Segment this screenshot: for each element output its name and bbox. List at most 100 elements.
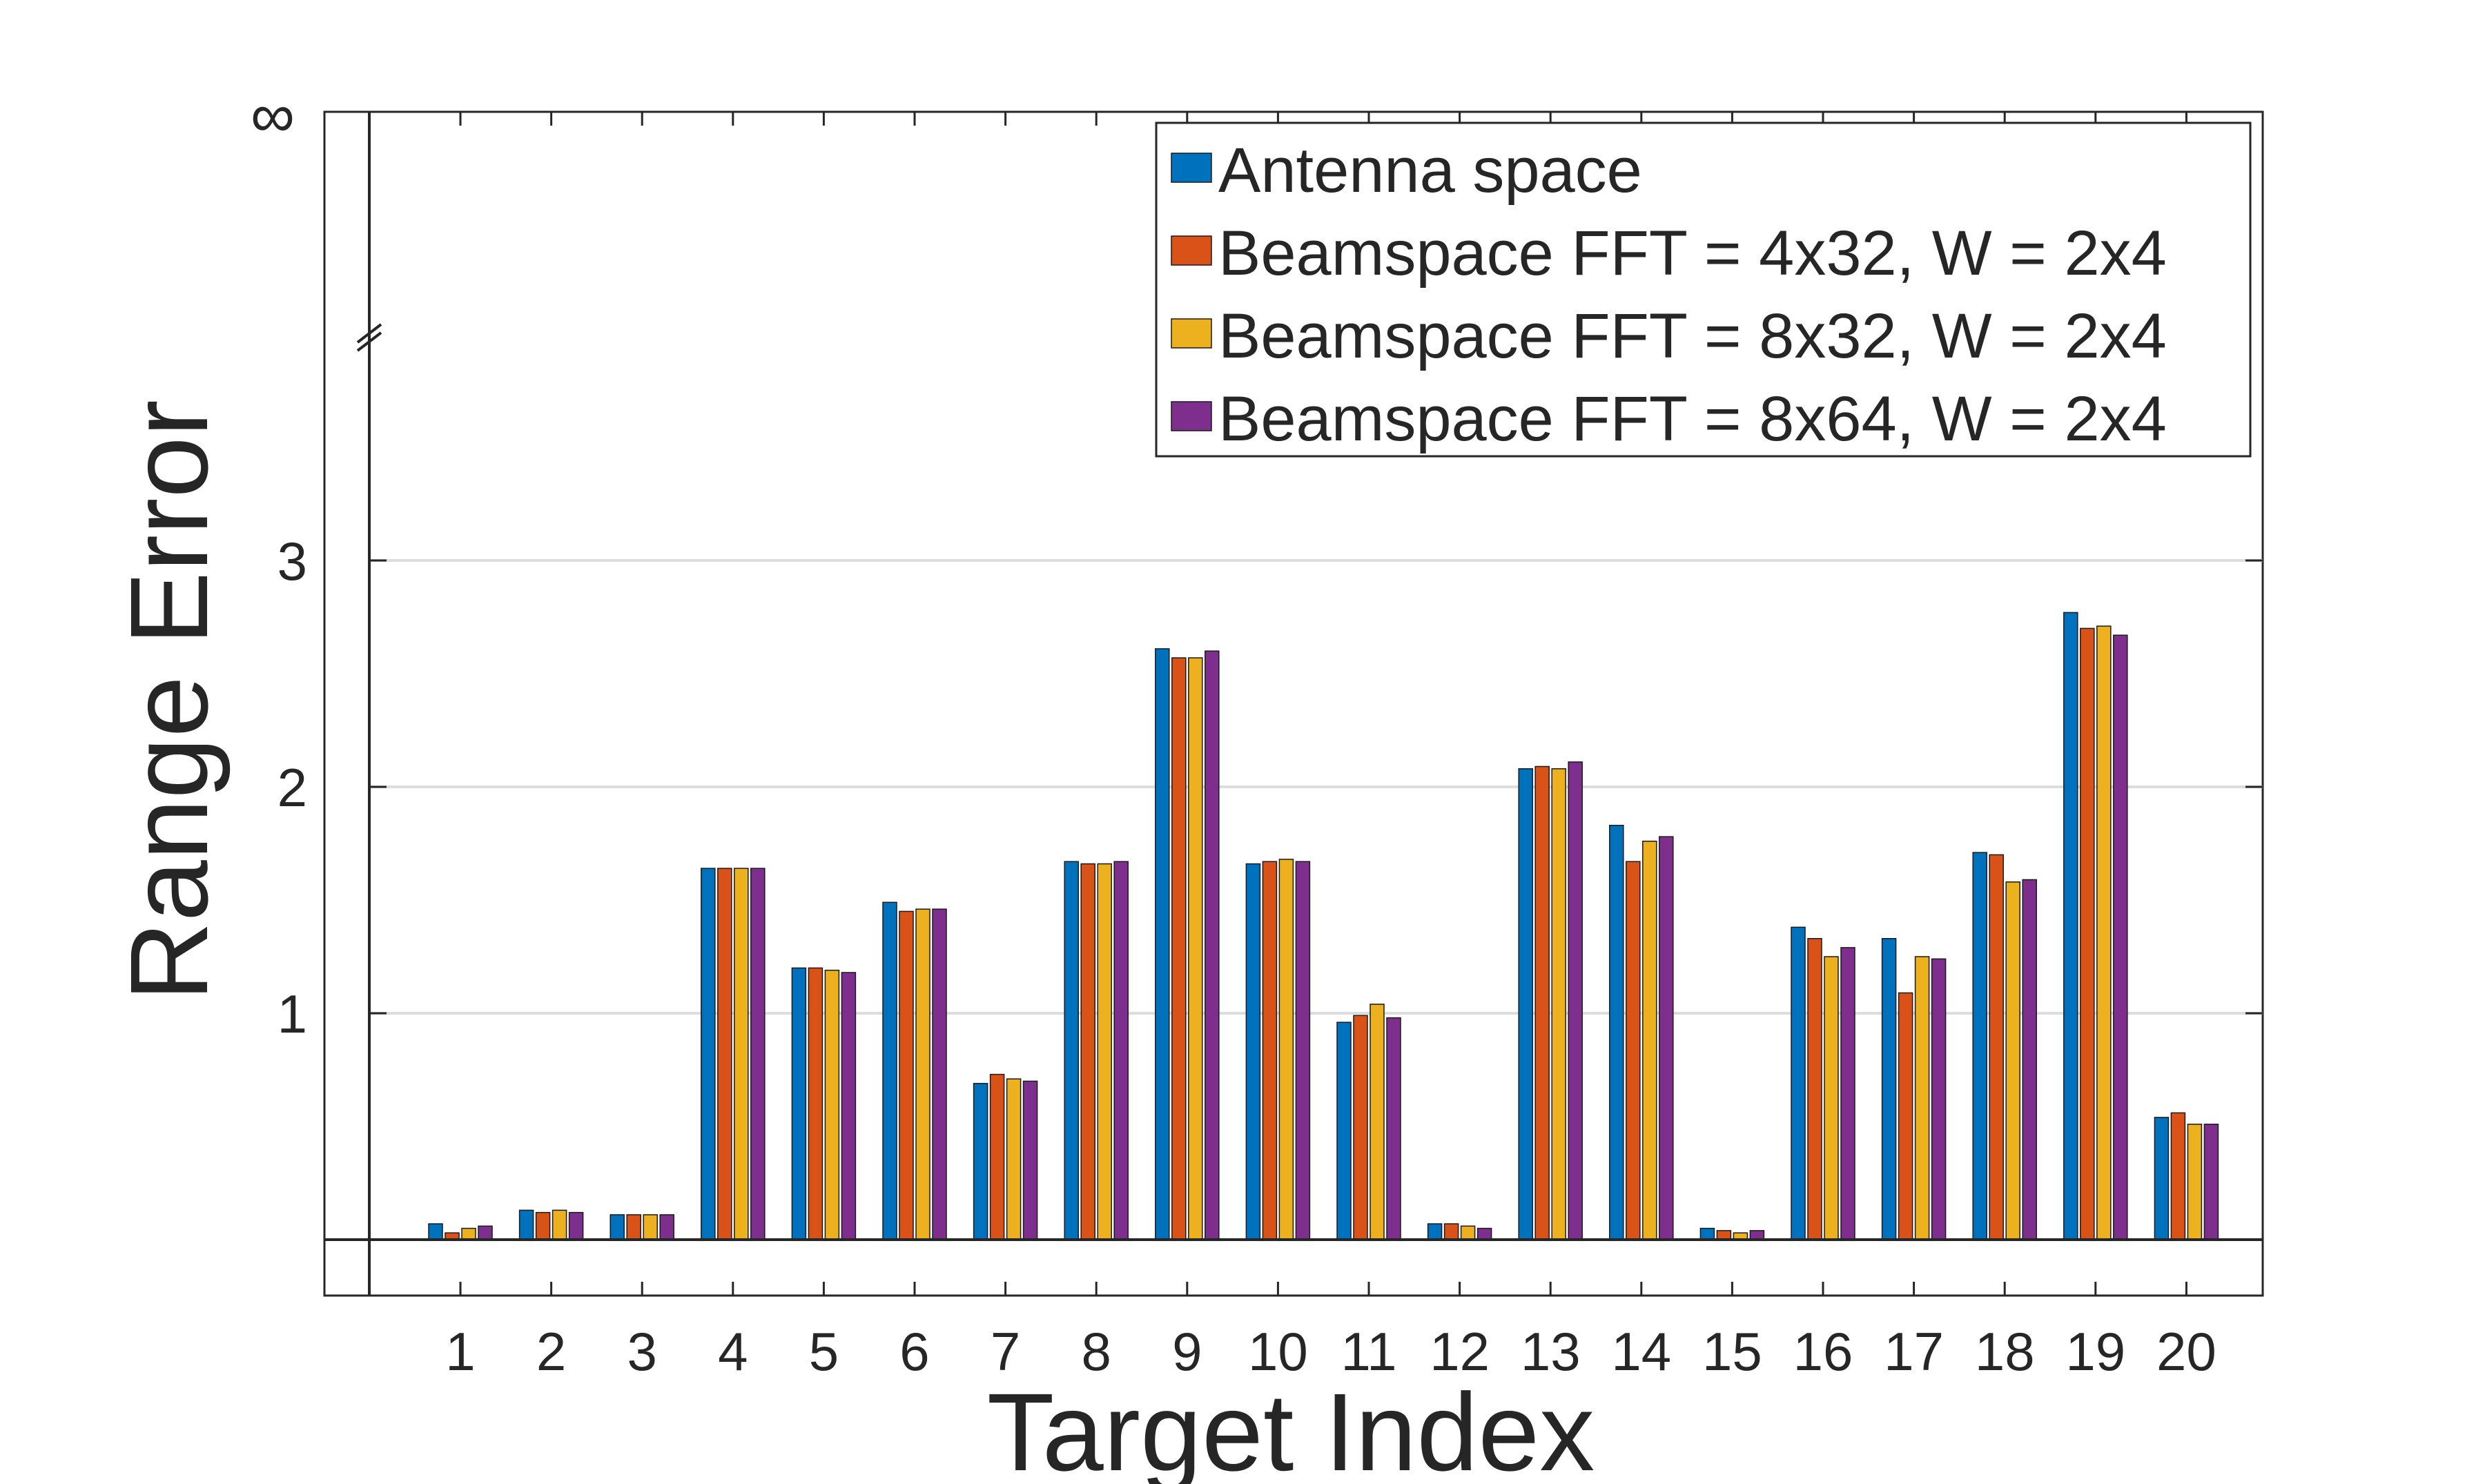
bar-2-target-7 <box>989 1073 1005 1240</box>
bar-1-target-1 <box>428 1223 443 1240</box>
legend-swatch-3 <box>1171 318 1212 349</box>
bar-3-target-1 <box>461 1227 476 1240</box>
bar-2-target-5 <box>808 967 824 1240</box>
bar-4-target-9 <box>1205 650 1220 1240</box>
bar-1-target-13 <box>1518 768 1533 1240</box>
bar-2-target-8 <box>1080 863 1095 1240</box>
bar-3-target-4 <box>734 868 749 1240</box>
bar-4-target-20 <box>2203 1123 2219 1240</box>
bar-1-target-6 <box>882 901 897 1240</box>
x-tick-label: 16 <box>1793 1321 1853 1382</box>
bar-1-target-20 <box>2154 1117 2170 1240</box>
bar-1-target-8 <box>1064 861 1079 1240</box>
x-tick-label: 12 <box>1430 1321 1490 1382</box>
bar-4-target-12 <box>1477 1227 1492 1240</box>
legend-label-1: Antenna space <box>1218 135 1642 206</box>
y-break-label: ∞ <box>251 81 295 150</box>
bar-1-target-18 <box>1972 852 1987 1240</box>
bar-1-target-12 <box>1427 1223 1443 1240</box>
x-tick-label: 8 <box>1082 1321 1111 1382</box>
bar-3-target-10 <box>1278 859 1294 1240</box>
bar-3-target-3 <box>643 1214 658 1240</box>
bar-4-target-6 <box>932 908 947 1240</box>
bar-3-target-19 <box>2096 625 2112 1240</box>
bar-4-target-13 <box>1568 761 1583 1240</box>
x-tick-label: 18 <box>1975 1321 2035 1382</box>
bar-3-target-2 <box>552 1209 567 1240</box>
x-ticks: 1 2 3 4 5 6 7 8 9 10 11 12 13 14 15 16 17 18 19 20 <box>445 112 2216 1382</box>
legend: Antenna space Beamspace FFT = 4x32, W = 2… <box>1155 121 2252 458</box>
bar-1-target-14 <box>1609 825 1624 1240</box>
x-tick-label: 3 <box>627 1321 657 1382</box>
bar-3-target-9 <box>1188 657 1203 1240</box>
bar-1-target-17 <box>1881 938 1897 1240</box>
bar-1-target-7 <box>973 1082 988 1240</box>
bar-2-target-14 <box>1626 861 1641 1240</box>
bar-2-target-6 <box>899 910 914 1240</box>
bar-4-target-11 <box>1386 1017 1401 1240</box>
bar-2-target-20 <box>2170 1112 2186 1240</box>
y-tick-label: 2 <box>277 757 307 818</box>
legend-label-2: Beamspace FFT = 4x32, W = 2x4 <box>1218 218 2167 289</box>
bar-4-target-1 <box>478 1225 493 1240</box>
x-tick-label: 1 <box>445 1321 475 1382</box>
bar-4-target-3 <box>659 1214 674 1240</box>
legend-label-3: Beamspace FFT = 8x32, W = 2x4 <box>1218 301 2167 371</box>
bar-4-target-18 <box>2022 879 2037 1240</box>
bar-2-target-10 <box>1262 861 1278 1240</box>
bar-3-target-13 <box>1551 768 1566 1240</box>
legend-swatch-1 <box>1171 153 1212 183</box>
x-tick-label: 9 <box>1172 1321 1202 1382</box>
bar-1-target-5 <box>791 967 807 1240</box>
bar-2-target-16 <box>1807 938 1822 1240</box>
bar-3-target-14 <box>1642 840 1657 1240</box>
bar-4-target-7 <box>1022 1080 1038 1240</box>
bar-1-target-11 <box>1336 1022 1352 1240</box>
bar-2-target-9 <box>1171 657 1187 1240</box>
bar-3-target-6 <box>915 908 930 1240</box>
y-tick-label: 3 <box>277 531 307 592</box>
x-tick-label: 13 <box>1521 1321 1581 1382</box>
bar-4-target-10 <box>1295 861 1311 1240</box>
bar-3-target-5 <box>824 969 840 1240</box>
bar-4-target-8 <box>1113 861 1129 1240</box>
bar-4-target-4 <box>750 868 766 1240</box>
bar-2-target-3 <box>626 1214 641 1240</box>
legend-label-4: Beamspace FFT = 8x64, W = 2x4 <box>1218 384 2167 454</box>
x-tick-label: 6 <box>899 1321 929 1382</box>
bar-3-target-7 <box>1006 1078 1022 1240</box>
x-tick-label: 15 <box>1702 1321 1762 1382</box>
bar-2-target-11 <box>1353 1015 1368 1240</box>
bar-3-target-12 <box>1460 1225 1476 1240</box>
bar-3-target-11 <box>1370 1004 1385 1240</box>
bar-4-target-2 <box>568 1211 584 1240</box>
bar-1-target-15 <box>1699 1227 1715 1240</box>
bar-1-target-2 <box>518 1209 534 1240</box>
axis-break-marks <box>356 323 382 352</box>
bar-3-target-20 <box>2187 1123 2203 1240</box>
x-tick-label: 10 <box>1248 1321 1308 1382</box>
bar-2-target-4 <box>717 868 732 1240</box>
x-tick-label: 20 <box>2156 1321 2216 1382</box>
bar-2-target-17 <box>1898 992 1913 1240</box>
x-tick-label: 5 <box>809 1321 839 1382</box>
bar-1-target-9 <box>1155 648 1170 1240</box>
bar-4-target-14 <box>1659 836 1674 1240</box>
legend-box <box>1155 121 2252 458</box>
y-axis-label: Range Error <box>107 400 231 1001</box>
x-tick-label: 17 <box>1884 1321 1944 1382</box>
bar-2-target-12 <box>1443 1223 1459 1240</box>
bar-1-target-4 <box>701 868 716 1240</box>
bar-4-target-19 <box>2113 634 2128 1240</box>
bar-1-target-3 <box>610 1214 625 1240</box>
bar-2-target-13 <box>1534 765 1550 1240</box>
x-tick-label: 19 <box>2065 1321 2125 1382</box>
bar-3-target-8 <box>1097 863 1112 1240</box>
grid-lines <box>369 559 2263 1015</box>
legend-swatch-4 <box>1171 401 1212 431</box>
bar-2-target-18 <box>1989 854 2004 1240</box>
y-ticks: 1 2 3 <box>277 531 2263 1044</box>
x-tick-label: 4 <box>718 1321 748 1382</box>
bar-1-target-16 <box>1791 926 1806 1240</box>
